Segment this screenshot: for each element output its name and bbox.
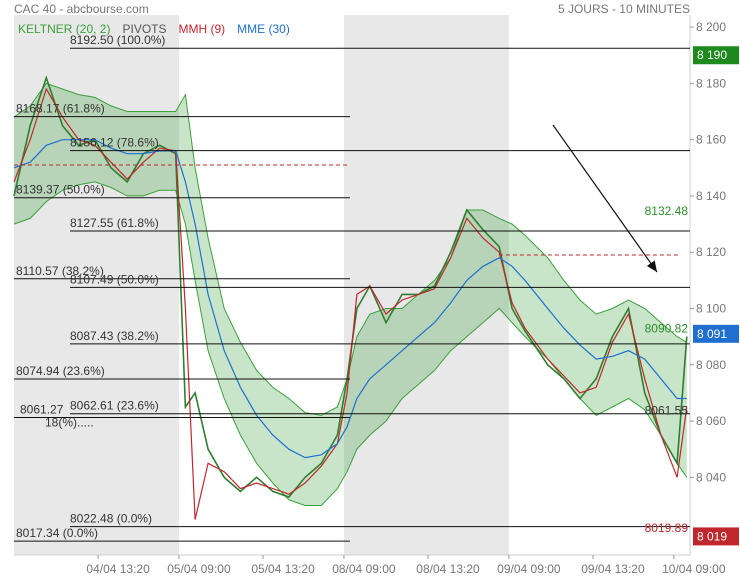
- x-tick-label: 10/04 09:00: [662, 562, 726, 576]
- x-tick-label: 05/04 13:20: [251, 562, 315, 576]
- fib-label: 8017.34 (0.0%): [16, 526, 98, 540]
- legend-entry: MME (30): [237, 22, 290, 36]
- fib-label: 8061.27: [20, 402, 64, 416]
- level-label: 8061.55: [645, 404, 689, 418]
- fib-label: 8168.17 (61.8%): [16, 102, 105, 116]
- price-tag-label: 8 190: [697, 48, 727, 62]
- level-label: 8090.82: [645, 321, 689, 335]
- price-tag: [693, 324, 739, 343]
- y-tick-label: 8 060: [696, 414, 726, 428]
- x-tick-label: 09/04 09:00: [497, 562, 561, 576]
- price-tag: [693, 527, 739, 546]
- series-line: [13, 87, 688, 520]
- level-label: 8019.89: [645, 521, 689, 535]
- legend-entry: MMH (9): [179, 22, 226, 36]
- fib-sublabel: 18(%).....: [45, 415, 94, 429]
- session-shade: [343, 15, 509, 555]
- fib-label: 8022.48 (0.0%): [70, 512, 152, 526]
- series-line: [13, 139, 687, 459]
- price-tag-label: 8 019: [697, 529, 727, 543]
- y-tick-label: 8 080: [696, 358, 726, 372]
- y-tick-label: 8 140: [696, 189, 726, 203]
- y-tick-label: 8 040: [696, 470, 726, 484]
- y-tick-label: 8 180: [696, 76, 726, 90]
- chart-title: CAC 40 - abcbourse.com: [14, 2, 149, 16]
- y-tick-label: 8 120: [696, 245, 726, 259]
- fib-label: 8074.94 (23.6%): [16, 364, 105, 378]
- legend-entry: PIVOTS: [122, 22, 166, 36]
- price-tag-label: 8 091: [697, 327, 727, 341]
- fib-label: 8110.57 (38.2%): [16, 264, 104, 278]
- chart-subtitle: 5 JOURS - 10 MINUTES: [558, 2, 690, 16]
- price-tag: [693, 46, 739, 65]
- legend-entry: KELTNER (20, 2): [18, 22, 110, 36]
- x-tick-label: 04/04 13:20: [86, 562, 150, 576]
- fib-label: 8192.50 (100.0%): [70, 33, 165, 47]
- y-tick-label: 8 160: [696, 133, 726, 147]
- x-tick-label: 08/04 09:00: [332, 562, 396, 576]
- fib-label: 8156.12 (78.6%): [70, 136, 159, 150]
- keltner-band: [14, 83, 687, 506]
- x-tick-label: 05/04 09:00: [167, 562, 231, 576]
- fib-label: 8087.43 (38.2%): [70, 329, 159, 343]
- y-tick-label: 8 100: [696, 301, 726, 315]
- fib-label: 8062.61 (23.6%): [70, 399, 159, 413]
- x-tick-label: 08/04 13:20: [416, 562, 480, 576]
- y-tick-label: 8 200: [696, 20, 726, 34]
- arrow: [552, 124, 658, 273]
- fib-label: 8107.49 (50.0%): [70, 272, 159, 286]
- level-label: 8132.48: [645, 204, 689, 218]
- fib-label: 8127.55 (61.8%): [70, 216, 159, 230]
- fib-label: 8139.37 (50.0%): [16, 183, 105, 197]
- x-tick-label: 09/04 13:20: [581, 562, 645, 576]
